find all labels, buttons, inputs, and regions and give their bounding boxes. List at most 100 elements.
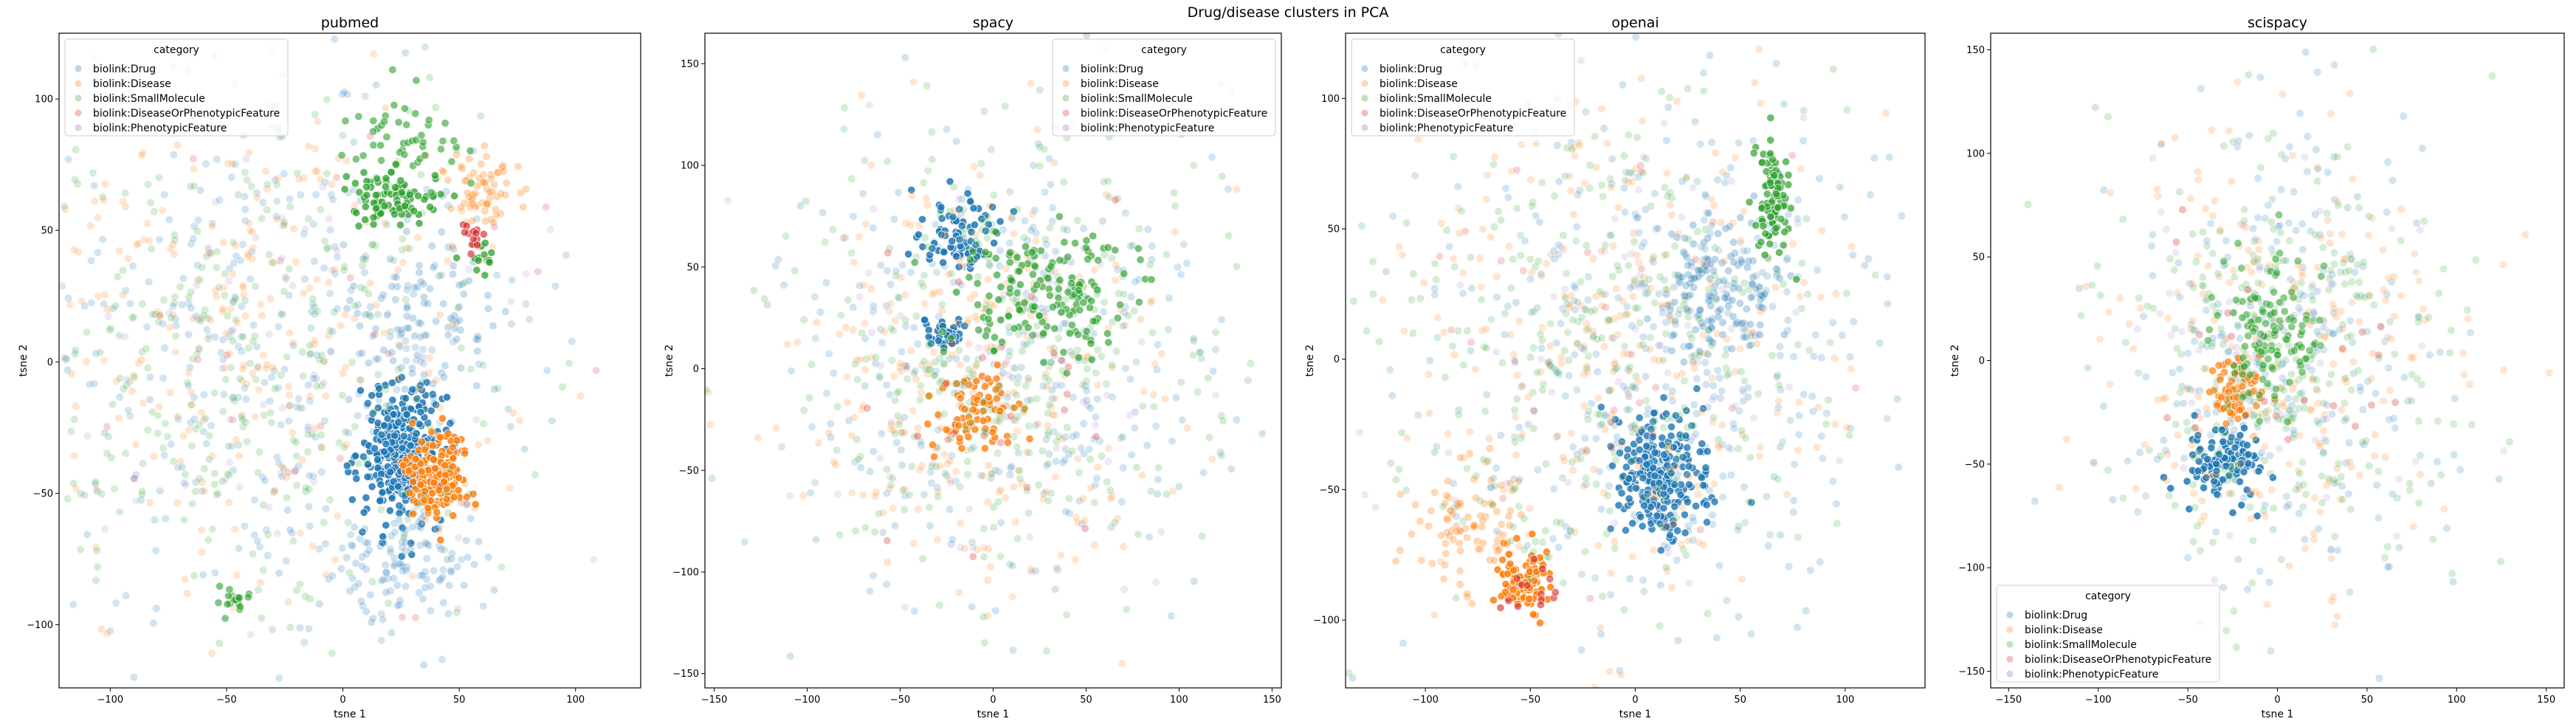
- scatter-point: [311, 145, 320, 154]
- scatter-point: [1571, 528, 1580, 537]
- scatter-point: [1701, 190, 1709, 199]
- scatter-point: [418, 378, 427, 387]
- scatter-point: [351, 422, 359, 431]
- scatter-point: [1346, 669, 1354, 678]
- scatter-point: [187, 239, 196, 248]
- scatter-point: [1079, 224, 1088, 233]
- scatter-point: [1703, 517, 1712, 527]
- scatter-point: [1104, 338, 1113, 347]
- scatter-point: [210, 388, 219, 398]
- scatter-point: [1706, 229, 1715, 238]
- scatter-point: [1108, 393, 1117, 402]
- scatter-point: [409, 509, 418, 518]
- scatter-point: [452, 253, 461, 262]
- scatter-point: [341, 362, 350, 372]
- scatter-point: [1783, 325, 1792, 335]
- scatter-point: [398, 613, 407, 621]
- scatter-point: [497, 189, 506, 198]
- scatter-point: [1643, 289, 1652, 297]
- scatter-point: [1729, 279, 1738, 288]
- scatter-point: [847, 431, 856, 440]
- scatter-point: [1629, 382, 1638, 392]
- scatter-point: [1755, 452, 1764, 461]
- scatter-point: [958, 262, 967, 271]
- scatter-point: [1457, 207, 1466, 216]
- scatter-point: [191, 478, 201, 486]
- scatter-point: [379, 539, 389, 548]
- scatter-point: [200, 486, 209, 495]
- scatter-point: [328, 571, 337, 580]
- scatter-point: [340, 88, 349, 97]
- scatter-point: [1071, 555, 1080, 564]
- scatter-point: [1029, 161, 1038, 170]
- scatter-point: [347, 540, 356, 550]
- scatter-point: [248, 244, 258, 252]
- scatter-point: [985, 260, 993, 269]
- scatter-point: [1154, 463, 1163, 472]
- scatter-point: [1388, 212, 1398, 221]
- scatter-point: [366, 132, 375, 141]
- scatter-point: [412, 356, 421, 365]
- scatter-point: [1614, 203, 1623, 212]
- scatter-point: [900, 361, 909, 370]
- scatter-point: [272, 196, 281, 206]
- scatter-point: [1699, 86, 1709, 96]
- scatter-point: [1147, 296, 1156, 305]
- scatter-point: [397, 363, 406, 372]
- scatter-point: [1232, 262, 1241, 271]
- scatter-point: [357, 562, 367, 571]
- scatter-point: [360, 284, 369, 293]
- scatter-point: [465, 154, 474, 163]
- scatter-point: [1762, 492, 1771, 501]
- scatter-point: [425, 73, 434, 82]
- scatter-point: [1745, 198, 1754, 207]
- scatter-point: [838, 233, 848, 243]
- scatter-point: [1028, 210, 1037, 218]
- scatter-point: [812, 318, 821, 327]
- scatter-point: [411, 613, 420, 622]
- scatter-point: [309, 371, 319, 379]
- scatter-point: [810, 292, 819, 301]
- scatter-point: [361, 252, 370, 261]
- scatter-point: [169, 310, 178, 320]
- scatter-point: [1616, 449, 1625, 458]
- scatter-point: [853, 375, 862, 385]
- scatter-point: [1686, 341, 1695, 350]
- scatter-point: [1153, 489, 1162, 498]
- scatter-point: [1654, 289, 1663, 298]
- scatter-point: [457, 162, 466, 171]
- scatter-point: [269, 366, 279, 376]
- scatter-point: [501, 190, 510, 199]
- scatter-point: [1740, 518, 1749, 527]
- scatter-point: [979, 427, 989, 436]
- scatter-point: [227, 363, 235, 372]
- scatter-point: [240, 192, 249, 201]
- y-tick-label: −100: [27, 620, 53, 631]
- scatter-point: [167, 440, 176, 449]
- scatter-point: [402, 489, 410, 498]
- scatter-point: [411, 396, 420, 404]
- scatter-point: [922, 194, 931, 203]
- scatter-point: [1136, 315, 1146, 324]
- scatter-point: [173, 463, 182, 472]
- scatter-point: [989, 523, 998, 532]
- scatter-point: [1398, 250, 1407, 260]
- scatter-point: [295, 579, 304, 589]
- scatter-point: [1631, 483, 1640, 493]
- scatter-point: [882, 381, 891, 390]
- scatter-point: [786, 492, 795, 500]
- scatter-point: [1417, 556, 1426, 565]
- scatter-point: [312, 382, 321, 390]
- scatter-point: [333, 246, 342, 255]
- scatter-point: [1566, 171, 1574, 181]
- scatter-point: [897, 347, 906, 356]
- scatter-point: [275, 568, 283, 578]
- scatter-point: [230, 525, 239, 534]
- scatter-point: [449, 261, 458, 270]
- scatter-point: [1195, 348, 1205, 356]
- scatter-point: [1708, 338, 1717, 347]
- scatter-point: [417, 467, 426, 476]
- scatter-point: [466, 202, 475, 212]
- scatter-point: [923, 166, 932, 175]
- scatter-point: [1605, 481, 1614, 491]
